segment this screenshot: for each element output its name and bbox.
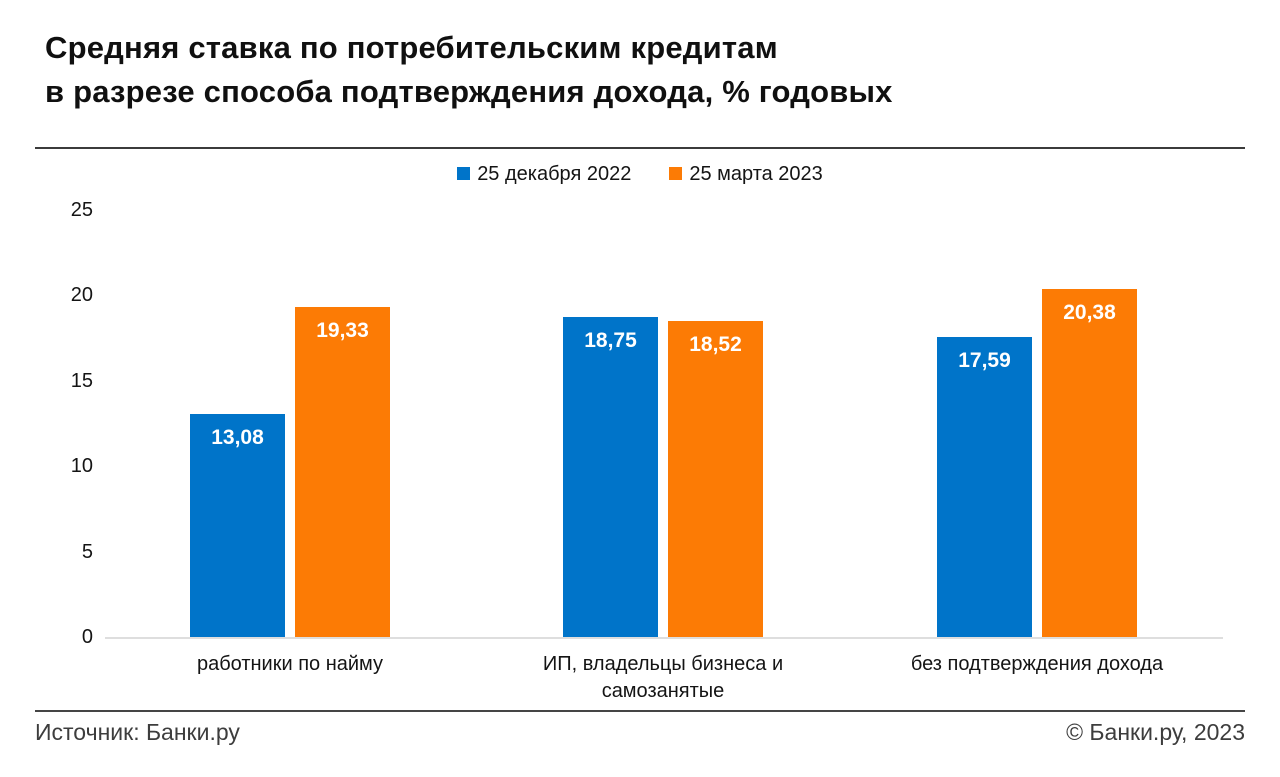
title-separator-line: [35, 147, 1245, 149]
bar-series1-group0: 19,33: [295, 306, 390, 637]
legend-marker-orange-icon: [669, 167, 683, 180]
y-axis-tick-label: 10: [70, 455, 93, 478]
legend-item-mar-2023: 25 марта 2023: [669, 163, 823, 186]
chart-title-line-1: Средняя ставка по потребительским кредит…: [45, 30, 778, 65]
legend-label: 25 декабря 2022: [477, 163, 632, 185]
copyright-credit: © Банки.ру, 2023: [1066, 719, 1245, 745]
chart-title: Средняя ставка по потребительским кредит…: [45, 26, 893, 114]
x-axis-category-label: ИП, владельцы бизнеса и самозанятые: [542, 653, 784, 702]
bar-value-label: 17,59: [958, 348, 1011, 372]
y-axis-tick-label: 0: [81, 626, 93, 648]
bar-value-label: 20,38: [1063, 300, 1116, 324]
x-axis-line: [105, 637, 1223, 639]
legend: 25 декабря 2022 25 марта 2023: [0, 163, 1280, 186]
y-axis-tick-label: 5: [81, 540, 93, 563]
legend-marker-blue-icon: [457, 167, 471, 180]
legend-label: 25 марта 2023: [689, 163, 823, 185]
bar-series0-group0: 13,08: [190, 413, 285, 637]
source-credit: Источник: Банки.ру: [35, 719, 240, 745]
bar-series1-group2: 20,38: [1042, 288, 1137, 637]
footer-separator-line: [35, 710, 1245, 712]
bar-value-label: 18,75: [584, 328, 637, 352]
bar-value-label: 13,08: [211, 425, 264, 449]
y-axis-tick-label: 20: [70, 284, 93, 307]
bar-series0-group2: 17,59: [937, 336, 1032, 637]
bar-value-label: 19,33: [316, 318, 369, 342]
x-axis-category-label: работники по найму: [196, 653, 384, 675]
chart-title-line-2: в разрезе способа подтверждения дохода, …: [45, 74, 893, 109]
y-axis-tick-label: 15: [70, 369, 93, 392]
legend-item-dec-2022: 25 декабря 2022: [457, 163, 631, 186]
bar-value-label: 18,52: [689, 332, 742, 356]
bar-series0-group1: 18,75: [563, 316, 658, 637]
bar-chart-plot-area: 0 5 10 15 20 25 13,08 18,75 17,59 19,33 18,52 20,38…: [71, 199, 1223, 702]
y-axis-tick-label: 25: [70, 199, 93, 222]
x-axis-category-label: без подтверждения дохода: [910, 653, 1164, 675]
bar-series1-group1: 18,52: [668, 320, 763, 637]
